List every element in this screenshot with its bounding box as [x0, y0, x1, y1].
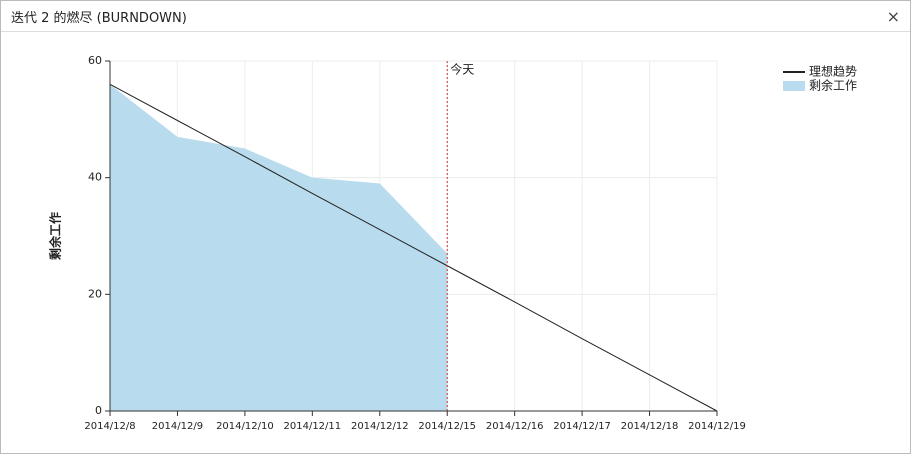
legend-swatch [783, 81, 805, 91]
x-tick-label: 2014/12/8 [84, 421, 135, 432]
x-tick-label: 2014/12/9 [152, 421, 203, 432]
dialog-title: 迭代 2 的燃尽 (BURNDOWN) [11, 10, 187, 26]
x-tick-label: 2014/12/17 [553, 421, 611, 432]
y-tick-label: 60 [88, 54, 102, 67]
legend-label: 剩余工作 [809, 78, 857, 93]
x-tick-label: 2014/12/11 [284, 421, 342, 432]
x-tick-label: 2014/12/19 [688, 421, 746, 432]
today-label: 今天 [450, 62, 474, 77]
chart: 剩余工作 今天 0 20 40 60 2014/12/8 2014/12/9 2014/12/… [48, 54, 858, 432]
y-tick-label: 0 [95, 404, 102, 417]
y-tick-label: 20 [88, 287, 102, 300]
y-tick-label: 40 [88, 171, 102, 184]
title-bar: 迭代 2 的燃尽 (BURNDOWN) × [1, 1, 910, 32]
x-tick-label: 2014/12/18 [621, 421, 679, 432]
legend-label: 理想趋势 [809, 64, 857, 79]
close-button[interactable]: × [886, 6, 900, 26]
line [109, 83, 718, 412]
x-tick-label: 2014/12/15 [418, 421, 476, 432]
area [110, 84, 448, 412]
x-tick-label: 2014/12/10 [216, 421, 274, 432]
y-axis-label: 剩余工作 [48, 212, 63, 260]
x-tick-label: 2014/12/12 [351, 421, 409, 432]
x-tick-label: 2014/12/16 [486, 421, 544, 432]
